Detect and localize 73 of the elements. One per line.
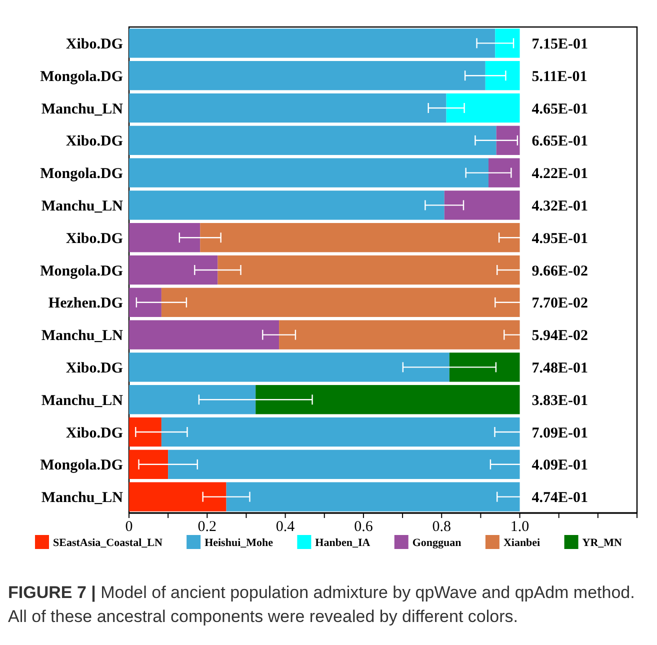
legend-label: Xianbei <box>503 537 540 549</box>
y-tick-label: Manchu_LN <box>41 392 124 409</box>
bar <box>129 320 280 350</box>
bar <box>129 482 226 512</box>
annotation: 4.09E-01 <box>532 458 588 474</box>
annotation: 4.32E-01 <box>532 198 588 214</box>
bar <box>129 255 218 285</box>
annotation: 5.11E-01 <box>532 68 588 85</box>
bar <box>485 61 520 90</box>
bar <box>129 352 450 382</box>
y-tick-label: Mongola.DG <box>40 458 124 474</box>
x-tick-label: 0.4 <box>276 519 296 535</box>
bar <box>129 288 162 317</box>
bar <box>168 450 520 479</box>
bar <box>449 352 520 382</box>
y-tick-label: Manchu_LN <box>41 490 124 506</box>
y-tick-label: Mongola.DG <box>40 263 124 280</box>
y-tick-label: Xibo.DG <box>66 134 124 150</box>
bar <box>129 385 256 414</box>
caption: FIGURE 7 | Model of ancient population admixture by qpWave and qpAdm method. All of these ancestral components were revealed by different colors. <box>8 583 635 626</box>
annotation: 7.70E-02 <box>532 296 588 312</box>
y-tick-label: Manchu_LN <box>41 101 124 118</box>
annotation: 5.94E-02 <box>532 328 588 344</box>
bar <box>496 126 520 155</box>
legend-label: Heishui_Mohe <box>204 537 274 549</box>
annotation: 7.15E-01 <box>532 36 588 52</box>
bar <box>200 223 520 252</box>
y-tick-label: Xibo.DG <box>66 230 124 247</box>
bar <box>129 223 200 252</box>
bar <box>444 190 520 220</box>
legend-label: YR_MN <box>582 537 622 549</box>
y-tick-label: Manchu_LN <box>41 198 124 214</box>
y-tick-label: Xibo.DG <box>66 425 124 442</box>
annotation: 7.48E-01 <box>532 360 588 376</box>
y-tick-label: Xibo.DG <box>66 360 124 376</box>
bar <box>129 190 444 220</box>
legend-label: Hanben_IA <box>315 537 370 549</box>
x-tick-label: 0.6 <box>354 519 374 535</box>
legend-label: SEastAsia_Coastal_LN <box>53 537 162 549</box>
annotation: 4.65E-01 <box>532 101 588 118</box>
bar <box>488 158 520 188</box>
bar <box>446 93 520 123</box>
annotation: 4.74E-01 <box>532 490 588 506</box>
x-tick-label: 1.0 <box>510 519 530 535</box>
y-tick-label: Xibo.DG <box>66 36 124 52</box>
bar <box>129 93 446 123</box>
x-tick-label: 0.2 <box>198 519 217 535</box>
bar <box>129 417 162 447</box>
bar <box>256 385 520 414</box>
bar <box>218 255 520 285</box>
y-tick-label: Mongola.DG <box>40 166 124 182</box>
bar <box>161 288 520 317</box>
bar <box>279 320 520 350</box>
bar <box>495 28 520 58</box>
bar <box>129 61 486 90</box>
bar <box>129 126 496 155</box>
legend-label: Gongguan <box>412 537 462 549</box>
y-tick-label: Hezhen.DG <box>48 296 124 312</box>
bar <box>129 28 496 58</box>
annotation: 6.65E-01 <box>532 134 588 150</box>
annotation: 7.09E-01 <box>532 425 588 442</box>
y-tick-label: Mongola.DG <box>40 68 124 85</box>
x-tick-label: 0.8 <box>432 519 451 535</box>
x-tick-label: 0 <box>125 519 133 535</box>
annotation: 3.83E-01 <box>532 392 588 409</box>
y-tick-label: Manchu_LN <box>41 328 124 344</box>
bar <box>161 417 520 447</box>
bar <box>226 482 520 512</box>
annotation: 4.22E-01 <box>532 166 588 182</box>
annotation: 9.66E-02 <box>532 263 588 280</box>
annotation: 4.95E-01 <box>532 230 588 247</box>
bar <box>129 158 489 188</box>
bar <box>129 450 168 479</box>
